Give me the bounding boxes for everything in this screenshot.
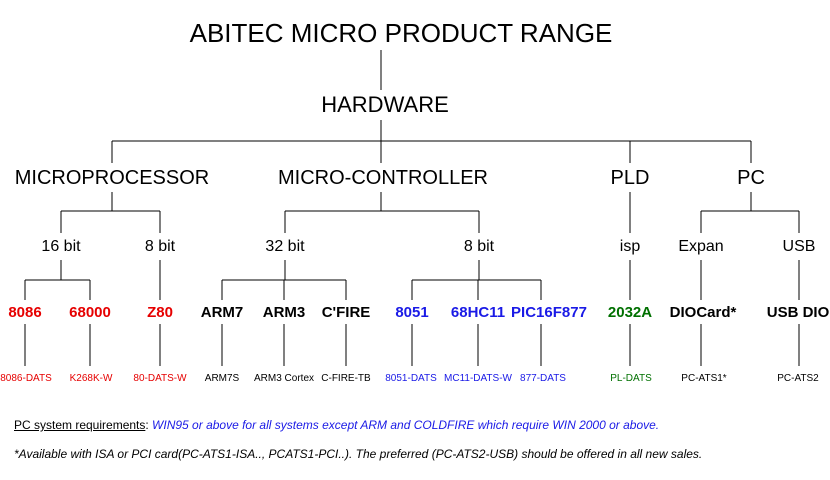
root-node-hardware: HARDWARE	[321, 92, 449, 117]
product-68hc11: 68HC11	[450, 304, 506, 321]
requirements-text: WIN95 or above for all systems except AR…	[148, 418, 660, 432]
group-16-bit: 16 bit	[41, 238, 81, 255]
product-arm3: ARM3	[262, 304, 306, 321]
category-microprocessor: MICROPROCESSOR	[14, 167, 210, 189]
product-8051: 8051	[395, 304, 429, 321]
subproduct-mc11-dats-w: MC11-DATS-W	[444, 373, 512, 384]
product-2032a: 2032A	[607, 304, 653, 321]
category-pld: PLD	[610, 167, 650, 189]
product-68000: 68000	[69, 304, 111, 321]
group-usb: USB	[782, 238, 816, 255]
product-arm7: ARM7	[200, 304, 244, 321]
subproduct-pc-ats1: PC-ATS1*	[681, 373, 727, 384]
subproduct-877-dats: 877-DATS	[520, 373, 566, 384]
product-8086: 8086	[8, 304, 42, 321]
product-usb-dio: USB DIO	[766, 304, 830, 321]
footnote-card-availability: *Available with ISA or PCI card(PC-ATS1-…	[14, 447, 703, 461]
group-32-bit: 32 bit	[265, 238, 305, 255]
product-z80: Z80	[147, 304, 173, 321]
group-isp: isp	[619, 238, 641, 255]
category-micro-controller: MICRO-CONTROLLER	[277, 167, 489, 189]
subproduct-k268k-w: K268K-W	[69, 373, 113, 384]
group-8-bit-mpu: 8 bit	[144, 238, 176, 255]
subproduct-8051-dats: 8051-DATS	[385, 373, 437, 384]
requirements-label: PC system requirements	[14, 418, 146, 432]
subproduct-c-fire-tb: C-FIRE-TB	[321, 373, 371, 384]
product-cfire: C'FIRE	[321, 304, 371, 321]
product-pic16f877: PIC16F877	[511, 304, 587, 321]
subproduct-8086-dats: 8086-DATS	[0, 373, 52, 384]
group-8-bit-mcu: 8 bit	[463, 238, 495, 255]
group-expan: Expan	[678, 238, 724, 255]
subproduct-pc-ats2: PC-ATS2	[777, 373, 819, 384]
subproduct-pl-dats: PL-DATS	[610, 373, 652, 384]
system-requirements-note: PC system requirements: WIN95 or above f…	[14, 418, 659, 432]
diagram-title: ABITEC MICRO PRODUCT RANGE	[189, 18, 613, 48]
category-pc: PC	[737, 167, 765, 189]
product-diocard: DIOCard*	[669, 304, 737, 321]
requirements-separator: :	[145, 418, 149, 432]
subproduct-80-dats-w: 80-DATS-W	[133, 373, 187, 384]
subproduct-arm3-cortex: ARM3 Cortex	[253, 373, 315, 384]
subproduct-arm7s: ARM7S	[204, 373, 240, 384]
